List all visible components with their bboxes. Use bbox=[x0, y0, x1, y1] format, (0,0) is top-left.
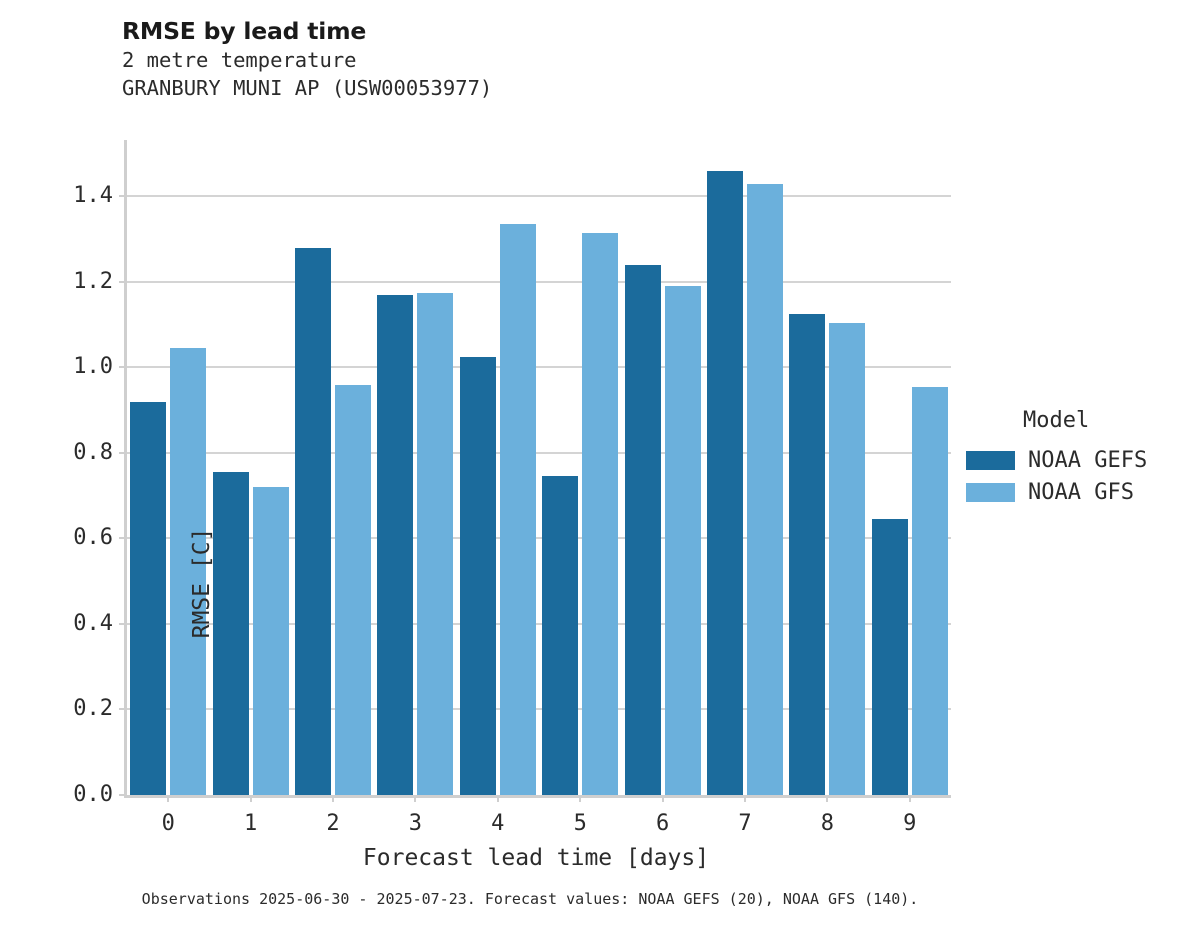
bar bbox=[707, 170, 743, 795]
x-axis-title: Forecast lead time [days] bbox=[362, 845, 710, 871]
x-tick-label: 7 bbox=[738, 811, 752, 836]
y-gridline bbox=[127, 622, 951, 625]
bar bbox=[295, 247, 331, 795]
bar bbox=[664, 286, 701, 795]
y-gridline bbox=[127, 195, 951, 198]
y-gridline bbox=[127, 280, 951, 283]
y-tick-label: 0.6 bbox=[73, 525, 113, 551]
y-tick-mark bbox=[119, 195, 127, 198]
bar bbox=[377, 294, 414, 795]
y-tick-mark bbox=[119, 708, 127, 711]
bar bbox=[542, 476, 579, 795]
y-tick-label: 0.2 bbox=[73, 696, 113, 722]
x-tick-mark bbox=[826, 795, 829, 802]
x-tick-mark bbox=[579, 795, 582, 802]
x-tick-label: 8 bbox=[820, 811, 835, 836]
y-tick-label: 1.2 bbox=[73, 268, 113, 294]
y-tick-mark bbox=[119, 366, 127, 369]
x-tick-mark bbox=[744, 795, 746, 802]
x-tick-mark bbox=[249, 795, 252, 802]
x-tick-mark bbox=[661, 795, 664, 802]
bar bbox=[417, 292, 454, 795]
plot-area: 0.0 0.2 0.4 0.6 0.8 1.0 1.2 1.4 0 1 2 3 4 5 6 7 8 9 RMSE … bbox=[73, 140, 951, 835]
bar bbox=[871, 519, 908, 795]
legend-item[interactable]: NOAA GEFS bbox=[966, 444, 1181, 476]
x-tick-label: 6 bbox=[655, 811, 670, 836]
y-tick-label: 1.4 bbox=[73, 183, 113, 209]
plot-canvas: 0.0 0.2 0.4 0.6 0.8 1.0 1.2 1.4 0 1 2 3 4 5 6 7 8 9 bbox=[73, 140, 951, 835]
legend-swatch bbox=[966, 450, 1015, 470]
x-tick-label: 3 bbox=[408, 811, 423, 836]
page-title: RMSE by lead time bbox=[122, 17, 367, 45]
bar bbox=[130, 401, 167, 795]
bar bbox=[335, 384, 371, 795]
bar bbox=[624, 264, 661, 795]
x-tick-label: 0 bbox=[161, 811, 175, 836]
bar bbox=[582, 232, 619, 795]
y-tick-mark bbox=[119, 537, 127, 540]
chart-subtitle-station: GRANBURY MUNI AP (USW00053977) bbox=[122, 76, 493, 100]
x-tick-mark bbox=[908, 795, 911, 802]
x-tick-label: 2 bbox=[326, 811, 340, 836]
bar bbox=[252, 487, 289, 795]
y-axis-title: RMSE [C] bbox=[189, 527, 215, 639]
y-tick-label: 0.8 bbox=[73, 439, 113, 465]
title-block: RMSE by lead time 2 metre temperature GR… bbox=[122, 16, 942, 102]
bar bbox=[789, 314, 826, 795]
y-gridline bbox=[127, 366, 951, 369]
bar bbox=[212, 472, 249, 795]
x-tick-mark bbox=[496, 795, 499, 802]
legend-title: Model bbox=[1023, 408, 1090, 433]
x-tick-label: 5 bbox=[573, 811, 587, 836]
y-gridline bbox=[127, 537, 951, 540]
x-tick-label: 4 bbox=[491, 811, 505, 836]
legend-entries: NOAA GEFS NOAA GFS bbox=[966, 444, 1181, 508]
y-gridline bbox=[127, 708, 951, 711]
legend: Model NOAA GEFS NOAA GFS bbox=[966, 408, 1181, 508]
bar bbox=[499, 224, 536, 795]
y-tick-mark bbox=[119, 794, 127, 796]
bar bbox=[911, 386, 948, 795]
x-tick-mark bbox=[414, 795, 417, 802]
y-tick-mark bbox=[119, 451, 127, 454]
x-tick-mark bbox=[332, 795, 334, 802]
x-tick-label: 9 bbox=[903, 811, 917, 836]
chart-subtitle-variable: 2 metre temperature bbox=[122, 48, 357, 72]
bar bbox=[747, 183, 783, 795]
bar bbox=[829, 322, 866, 795]
y-gridline bbox=[127, 451, 951, 454]
y-tick-label: 1.0 bbox=[73, 354, 113, 380]
x-tick-label: 1 bbox=[243, 811, 258, 836]
x-tick-mark bbox=[167, 795, 170, 802]
legend-item[interactable]: NOAA GFS bbox=[966, 476, 1181, 508]
y-tick-mark bbox=[119, 280, 127, 283]
bar bbox=[459, 356, 496, 795]
y-tick-mark bbox=[119, 622, 127, 625]
y-tick-label: 0.0 bbox=[73, 782, 113, 807]
footnote: Observations 2025-06-30 - 2025-07-23. Fo… bbox=[141, 890, 919, 908]
bar bbox=[170, 348, 207, 795]
legend-label: NOAA GFS bbox=[1028, 479, 1134, 505]
legend-label: NOAA GEFS bbox=[1028, 447, 1148, 473]
legend-swatch bbox=[966, 482, 1015, 502]
y-tick-label: 0.4 bbox=[73, 610, 113, 636]
